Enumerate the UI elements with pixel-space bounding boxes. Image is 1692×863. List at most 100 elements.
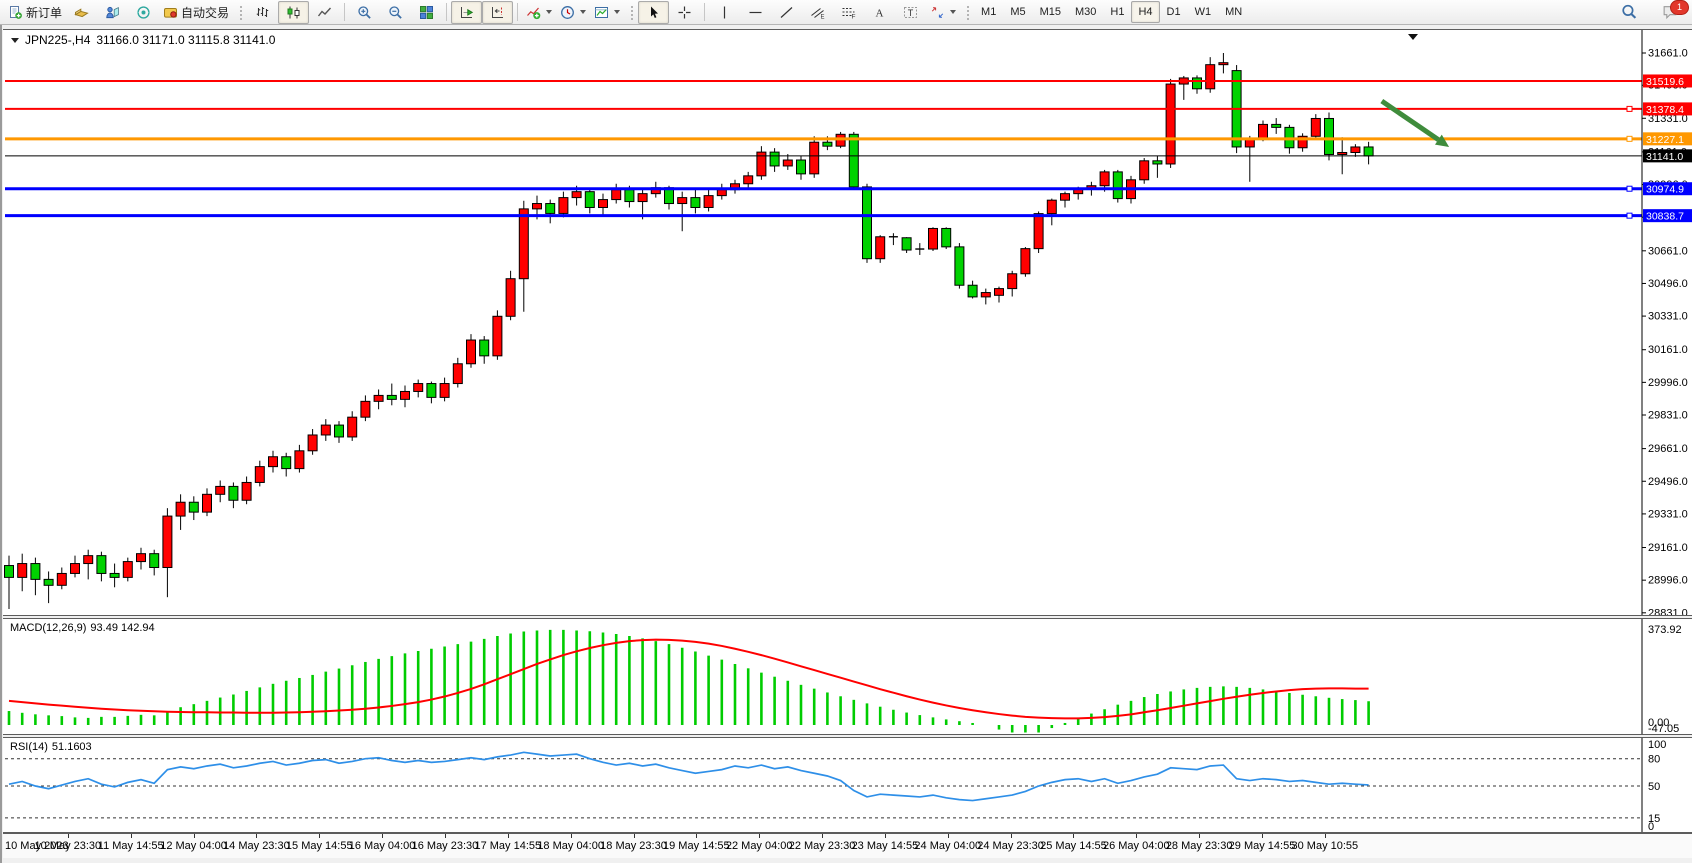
candle-body <box>149 553 160 569</box>
autotrading-button[interactable]: 自动交易 <box>159 1 233 24</box>
candle-body <box>637 193 648 203</box>
candle-body <box>716 189 727 197</box>
price-label-text: 31378.4 <box>1646 104 1684 116</box>
tf-m30-button[interactable]: M30 <box>1068 1 1103 23</box>
svg-text:T: T <box>908 8 914 18</box>
bar-chart-button[interactable] <box>247 1 278 24</box>
templates-button[interactable] <box>590 1 624 24</box>
candle-body <box>703 195 714 208</box>
arrows-icon <box>931 6 944 18</box>
price-label-box <box>1643 102 1692 116</box>
navigator-button[interactable] <box>97 1 128 24</box>
trend-arrow-head[interactable] <box>1434 134 1450 147</box>
candle-body <box>1205 64 1216 90</box>
tf-h4-button[interactable]: H4 <box>1131 1 1160 23</box>
candle-body <box>756 151 767 177</box>
price-label-box <box>1643 149 1692 163</box>
indicators-button[interactable] <box>522 1 556 24</box>
rsi-canvas[interactable]: 100 80 50 150 <box>3 738 1692 832</box>
rsi-panel[interactable]: 100 80 50 15 0 RSI(14) 51.1603 <box>3 737 1692 833</box>
label-button[interactable]: T <box>895 1 926 24</box>
alerts-button[interactable] <box>128 1 159 24</box>
time-label: 24 May 23:30 <box>977 840 1044 852</box>
price-label-box <box>1643 182 1692 196</box>
autotrading-button-label: 自动交易 <box>181 5 230 20</box>
candle-body <box>386 394 397 400</box>
candle-body <box>862 186 872 260</box>
zoom-in-button[interactable] <box>349 1 380 24</box>
market-watch-button[interactable] <box>66 1 97 24</box>
candle-body <box>70 563 80 574</box>
equidistant-channel-button[interactable]: E <box>802 1 833 24</box>
price-tick-label: 29831.0 <box>1648 409 1688 421</box>
chart-window: 31661.031498.031331.031161.030996.030831… <box>0 25 1692 863</box>
candle-body <box>334 424 344 438</box>
new-order-button[interactable]: 新订单 <box>4 1 66 24</box>
trendline-button[interactable] <box>771 1 802 24</box>
macd-axis-label: -47.05 <box>1648 723 1679 734</box>
candle-body <box>532 203 542 210</box>
crosshair-icon <box>678 6 691 18</box>
hline-anchor[interactable] <box>1626 185 1633 192</box>
linechart-icon <box>317 7 332 16</box>
candle-body <box>56 572 67 586</box>
hline-anchor[interactable] <box>1626 105 1633 112</box>
chart-dropdown-icon[interactable] <box>11 37 19 43</box>
ohlc-values: 31166.0 31171.0 31115.8 31141.0 <box>96 33 276 47</box>
price-tick-label: 28996.0 <box>1648 575 1688 587</box>
candle-body <box>1324 117 1334 155</box>
periods-button[interactable] <box>556 1 590 24</box>
tf-w1-button[interactable]: W1 <box>1188 1 1219 23</box>
candle-body <box>30 563 41 580</box>
hline-anchor[interactable] <box>1626 212 1633 219</box>
line-chart-button[interactable] <box>309 1 340 24</box>
candle-body <box>505 278 516 317</box>
time-tick <box>193 834 195 838</box>
candle-body <box>373 394 384 402</box>
tf-m5-button[interactable]: M5 <box>1003 1 1032 23</box>
price-panel[interactable]: 31661.031498.031331.031161.030996.030831… <box>3 29 1692 616</box>
trend-arrow-shaft[interactable] <box>1380 99 1440 142</box>
candle-body <box>1007 273 1018 290</box>
autoscroll-icon <box>461 6 474 18</box>
hline-icon <box>749 11 762 13</box>
tf-mn-button[interactable]: MN <box>1218 1 1249 23</box>
arrows-button[interactable] <box>926 1 960 24</box>
tf-m1-button[interactable]: M1 <box>974 1 1003 23</box>
trendline-icon <box>780 6 793 18</box>
time-axis[interactable]: 10 May 2023 10 May 23:30 11 May 14:55 12 Ma… <box>3 833 1692 858</box>
template-icon <box>595 6 609 18</box>
candle-body <box>954 246 965 286</box>
crosshair-button[interactable] <box>669 1 700 24</box>
chart-shift-button[interactable] <box>482 0 514 24</box>
time-tick <box>319 834 321 838</box>
time-label: 16 May 23:30 <box>411 840 479 852</box>
rsi-axis-label: 80 <box>1648 754 1660 766</box>
tf-d1-button[interactable]: D1 <box>1160 1 1188 23</box>
fibonacci-button[interactable]: F <box>833 1 864 24</box>
chart-list-triangle[interactable] <box>1408 34 1418 40</box>
zoom-out-button[interactable] <box>380 1 411 24</box>
hline-anchor[interactable] <box>1626 135 1633 142</box>
auto-scroll-button[interactable] <box>451 0 483 24</box>
tile-windows-button[interactable] <box>411 1 442 24</box>
horizontal-line-button[interactable] <box>740 1 771 24</box>
candle-body <box>228 485 239 501</box>
candle-body <box>1165 83 1176 165</box>
search-button[interactable] <box>1613 1 1644 24</box>
macd-canvas[interactable]: 373.92 0.00-47.05 <box>3 619 1692 734</box>
symbol-period-label: JPN225-,H4 <box>25 33 91 47</box>
rsi-axis-label: 0 <box>1648 821 1654 832</box>
tf-h1-button[interactable]: H1 <box>1103 1 1131 23</box>
macd-axis-label: 0.00 <box>1648 717 1669 729</box>
macd-panel[interactable]: 373.92 0.00 -47.05 MACD(12,26,9) 93.49 142.… <box>3 618 1692 735</box>
text-button[interactable]: A <box>864 1 895 24</box>
tf-m15-button[interactable]: M15 <box>1033 1 1068 23</box>
candlestick-chart-button[interactable] <box>278 0 310 24</box>
time-tick <box>947 834 949 838</box>
vertical-line-button[interactable] <box>709 1 740 24</box>
notifications-button[interactable]: 1 <box>1654 0 1689 23</box>
cursor-button[interactable] <box>638 0 670 24</box>
time-label: 15 May 14:55 <box>285 840 353 852</box>
price-chart-canvas[interactable]: 31661.031498.031331.031161.030996.030831… <box>3 30 1692 615</box>
